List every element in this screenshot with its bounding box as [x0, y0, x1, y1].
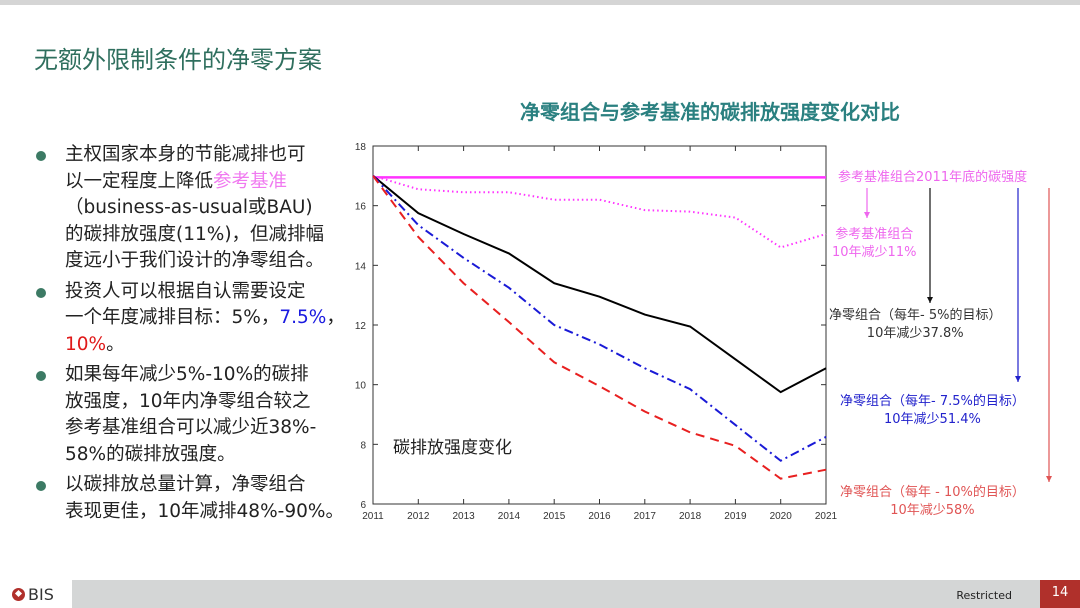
bis-logo-icon: [12, 588, 25, 601]
bullet-text: 参考基准: [213, 170, 288, 192]
bullet-text: 投资人可以根据自认需要设定 一个年度减排目标：5%，: [65, 280, 306, 329]
y-tick-label: 6: [360, 500, 366, 511]
bullet-item: 如果每年减少5%-10%的碳排 放强度，10年内净零组合较之 参考基准组合可以减…: [34, 362, 354, 468]
bullet-dot-icon: [36, 371, 46, 381]
footer-bar: Restricted: [72, 580, 1040, 608]
bullet-text: 。: [106, 333, 125, 355]
line-chart: 2011 2012 2013 2014 2015 2016 2017 2018 2019 2020…: [355, 142, 1052, 522]
arrow-netzero-5-head: [927, 297, 933, 303]
classification-label: Restricted: [956, 589, 1012, 602]
chart-title: 净零组合与参考基准的碳排放强度变化对比: [520, 100, 900, 124]
annotation-baseline-2011: 参考基准组合2011年底的碳强度: [838, 170, 1028, 185]
annotation-netzero-10: 净零组合（每年 - 10%的目标） 10年减少58%: [840, 485, 1025, 518]
x-tick-label: 2019: [724, 511, 747, 522]
page-number: 14: [1040, 580, 1080, 608]
logo-text: BIS: [28, 585, 54, 604]
bullet-dot-icon: [36, 481, 46, 491]
annotation-netzero-5: 净零组合（每年- 5%的目标） 10年减少37.8%: [829, 308, 1002, 341]
bullet-item: 投资人可以根据自认需要设定 一个年度减排目标：5%，7.5%， 10%。: [34, 279, 354, 359]
bullet-text: 如果每年减少5%-10%的碳排 放强度，10年内净零组合较之 参考基准组合可以减…: [65, 364, 317, 465]
bullet-text: 10%: [65, 333, 107, 355]
x-tick-label: 2021: [815, 511, 838, 522]
bullet-item: 以碳排放总量计算，净零组合 表现更佳，10年减排48%-90%。: [34, 472, 354, 525]
arrow-netzero-10-head: [1046, 476, 1052, 482]
bullet-text: （business-as-usual或BAU) 的碳排放强度(11%)，但减排幅…: [65, 197, 325, 271]
annotation-bau: 参考基准组合 10年减少11%: [832, 227, 917, 260]
arrow-netzero-7-5-head: [1015, 376, 1021, 382]
slide-title: 无额外限制条件的净零方案: [34, 46, 322, 74]
x-tick-label: 2014: [498, 511, 521, 522]
x-tick-label: 2015: [543, 511, 566, 522]
y-tick-label: 14: [355, 261, 367, 272]
x-tick-label: 2011: [362, 511, 384, 522]
y-tick-label: 12: [355, 321, 367, 332]
series-line-3: [372, 175, 827, 462]
x-tick-label: 2020: [770, 511, 793, 522]
y-tick-label: 16: [355, 202, 367, 213]
bullet-dot-icon: [36, 287, 46, 298]
arrow-bau-head: [864, 212, 870, 218]
y-tick-label: 8: [360, 440, 366, 451]
x-tick-label: 2018: [679, 511, 702, 522]
bullet-item: 主权国家本身的节能减排也可 以一定程度上降低参考基准 （business-as-…: [34, 142, 354, 275]
x-tick-label: 2013: [452, 511, 475, 522]
bullet-text: 主权国家本身的节能减排也可 以一定程度上降低: [65, 144, 306, 192]
bis-logo: BIS: [12, 585, 54, 604]
x-tick-label: 2017: [634, 511, 657, 522]
bullet-dot-icon: [36, 151, 46, 161]
x-tick-label: 2012: [407, 511, 430, 522]
inner-chart-label: 碳排放强度变化: [393, 438, 512, 458]
series-line-4: [372, 175, 827, 480]
bullet-text: 7.5%: [279, 307, 327, 328]
top-bar: [0, 0, 1080, 5]
y-tick-label: 18: [355, 142, 367, 153]
series-line-2: [372, 175, 827, 394]
annotation-netzero-7-5: 净零组合（每年- 7.5%的目标） 10年减少51.4%: [840, 394, 1025, 427]
y-tick-label: 10: [355, 381, 367, 392]
bullet-list: 主权国家本身的节能减排也可 以一定程度上降低参考基准 （business-as-…: [34, 142, 354, 529]
x-tick-label: 2016: [588, 511, 611, 522]
bullet-text: 以碳排放总量计算，净零组合 表现更佳，10年减排48%-90%。: [65, 474, 344, 522]
bullet-text: ，: [326, 307, 345, 328]
series-line-1: [372, 174, 827, 249]
